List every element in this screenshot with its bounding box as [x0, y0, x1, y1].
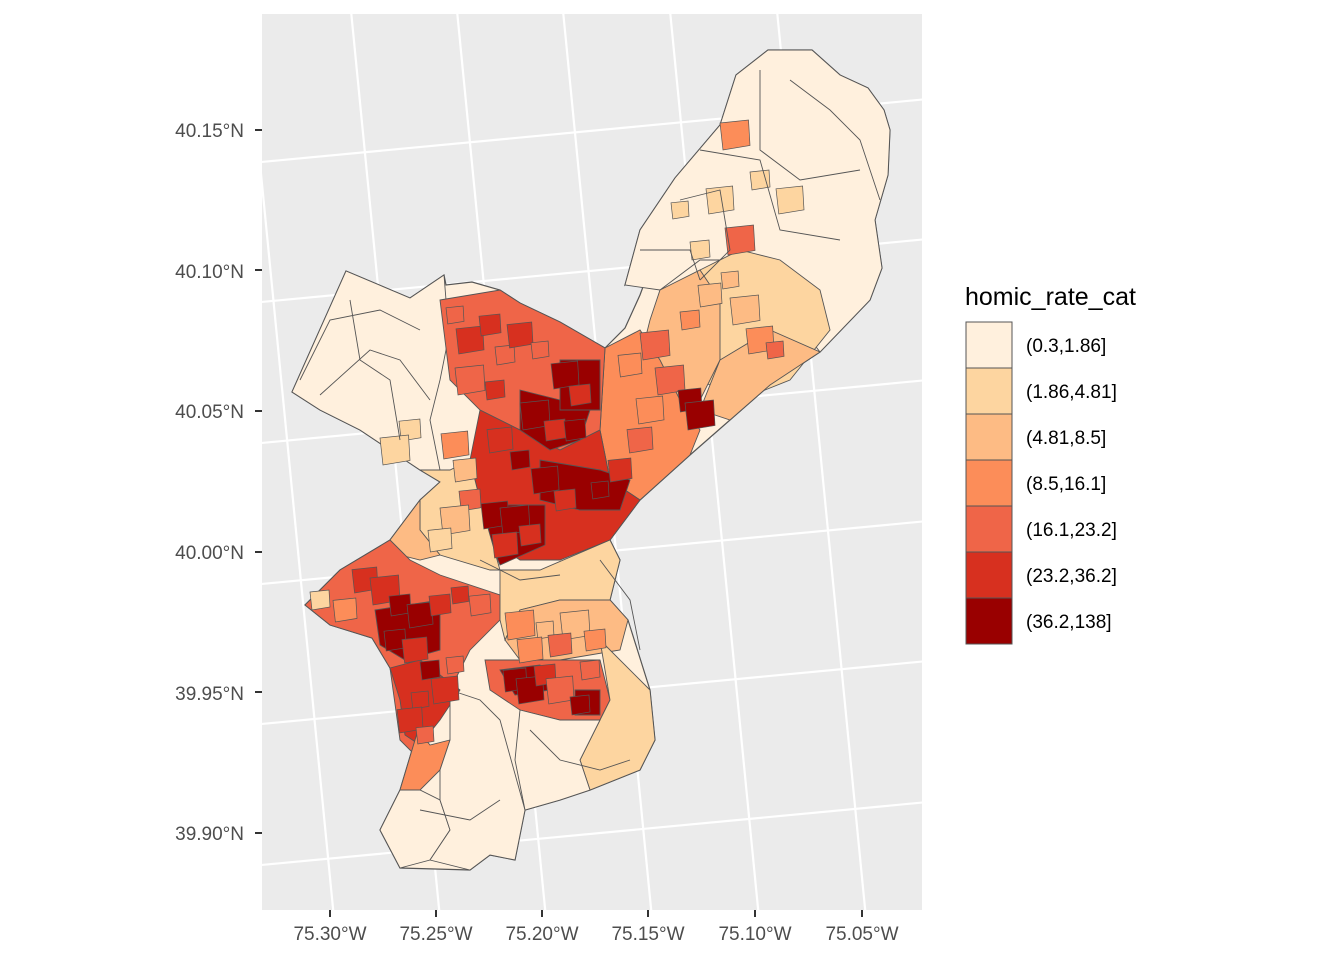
x-tick-label: 75.05°W — [825, 924, 898, 945]
legend-label: (0.3,1.86] — [1026, 336, 1106, 357]
legend-label: (16.1,23.2] — [1026, 520, 1117, 541]
y-axis — [255, 129, 262, 834]
legend-key — [965, 551, 1013, 599]
y-tick-label: 39.90°N — [175, 824, 244, 845]
legend-label: (1.86,4.81] — [1026, 382, 1117, 403]
legend-label: (36.2,138] — [1026, 612, 1112, 633]
philadelphia-tracts — [291, 49, 891, 871]
legend-key — [965, 321, 1013, 369]
legend-key — [965, 597, 1013, 645]
legend: homic_rate_cat (0.3,1.86] (1.86,4.81] (4.8… — [965, 283, 1136, 645]
x-tick-label: 75.20°W — [505, 924, 578, 945]
x-tick-label: 75.30°W — [293, 924, 366, 945]
x-tick-label: 75.25°W — [399, 924, 472, 945]
y-tick-label: 40.00°N — [175, 543, 244, 564]
x-tick-label: 75.15°W — [611, 924, 684, 945]
legend-label: (4.81,8.5] — [1026, 428, 1106, 449]
legend-label: (8.5,16.1] — [1026, 474, 1106, 495]
y-tick-label: 40.05°N — [175, 402, 244, 423]
y-tick-label: 40.10°N — [175, 262, 244, 283]
x-axis — [329, 910, 863, 917]
legend-key — [965, 367, 1013, 415]
legend-key — [965, 505, 1013, 553]
y-tick-label: 39.95°N — [175, 684, 244, 705]
legend-key — [965, 459, 1013, 507]
legend-label: (23.2,36.2] — [1026, 566, 1117, 587]
legend-title: homic_rate_cat — [965, 283, 1136, 311]
y-tick-label: 40.15°N — [175, 121, 244, 142]
legend-key — [965, 413, 1013, 461]
x-tick-label: 75.10°W — [718, 924, 791, 945]
